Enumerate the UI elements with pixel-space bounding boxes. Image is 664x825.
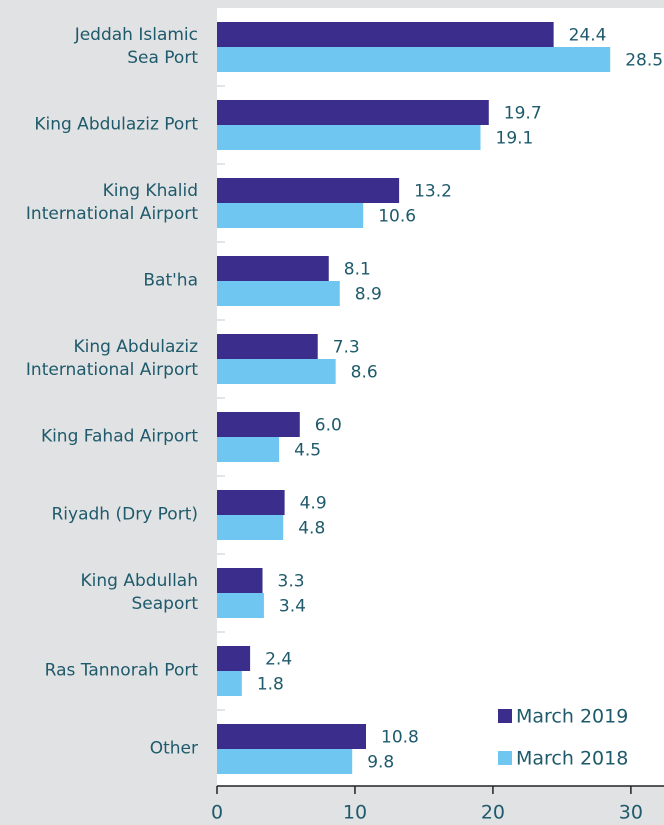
value-label: 4.9: [300, 494, 327, 514]
bar: [217, 125, 481, 150]
value-label: 1.8: [257, 675, 284, 695]
x-tick-label: 30: [619, 802, 643, 824]
value-label: 10.8: [381, 728, 419, 748]
value-label: 19.1: [496, 129, 534, 149]
bar: [217, 334, 318, 359]
category-label: King Abdulaziz International Airport: [25, 337, 198, 380]
bar: [217, 437, 280, 462]
category-label: King Fahad Airport: [40, 426, 198, 447]
legend-swatch: [498, 709, 512, 723]
bar: [217, 515, 284, 540]
value-label: 8.9: [355, 285, 382, 305]
legend-label: March 2019: [516, 706, 628, 728]
value-label: 8.6: [351, 363, 378, 383]
value-label: 4.8: [298, 519, 325, 539]
bar: [217, 749, 353, 774]
bar: [217, 412, 300, 437]
value-label: 13.2: [414, 182, 452, 202]
bar: [217, 281, 340, 306]
value-label: 6.0: [315, 416, 342, 436]
bar: [217, 47, 611, 72]
value-label: 3.4: [279, 597, 306, 617]
bar: [217, 359, 336, 384]
bar: [217, 256, 329, 281]
bar: [217, 568, 263, 593]
x-tick-label: 20: [481, 802, 505, 824]
category-label: Riyadh (Dry Port): [51, 504, 199, 525]
value-label: 3.3: [278, 572, 305, 592]
bar: [217, 646, 251, 671]
value-label: 7.3: [333, 338, 360, 358]
value-label: 24.4: [569, 26, 607, 46]
bar: [217, 724, 366, 749]
category-label: Other: [149, 738, 198, 759]
category-label: King Abdulaziz Port: [34, 114, 198, 135]
value-label: 9.8: [367, 753, 394, 773]
bar: [217, 490, 285, 515]
category-label: Bat'ha: [143, 270, 198, 291]
value-label: 2.4: [265, 650, 292, 670]
bar: [217, 671, 242, 696]
value-label: 10.6: [378, 207, 416, 227]
category-label: King Khalid International Airport: [25, 181, 198, 224]
value-label: 19.7: [504, 104, 542, 124]
bar: [217, 22, 554, 47]
value-label: 4.5: [294, 441, 321, 461]
x-tick-label: 10: [343, 802, 367, 824]
bar: [217, 178, 400, 203]
legend-swatch: [498, 751, 512, 765]
bar: [217, 203, 364, 228]
category-label: Jeddah Islamic Sea Port: [74, 25, 198, 68]
category-label: Ras Tannorah Port: [44, 660, 198, 681]
bar: [217, 593, 264, 618]
legend-label: March 2018: [516, 748, 628, 770]
value-label: 8.1: [344, 260, 371, 280]
category-label: King Abdullah Seaport: [80, 571, 198, 614]
x-tick-label: 0: [211, 802, 223, 824]
value-label: 28.5: [625, 51, 663, 71]
bar: [217, 100, 489, 125]
